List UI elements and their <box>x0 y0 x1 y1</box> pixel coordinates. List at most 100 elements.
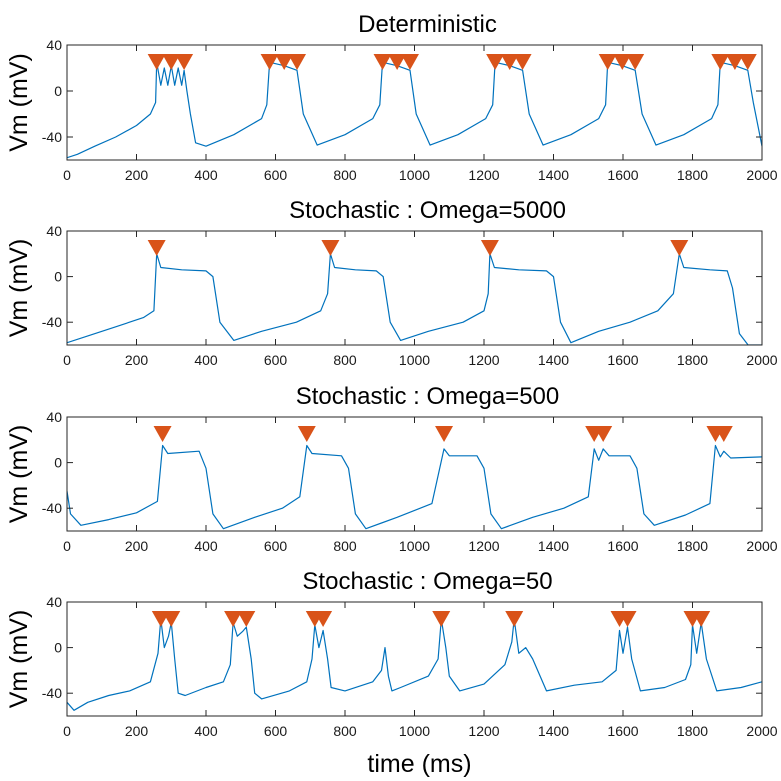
x-axis-label: time (ms) <box>367 750 471 778</box>
plot-area <box>66 416 763 532</box>
y-tick-label: -40 <box>42 685 62 701</box>
spike-marker <box>400 54 419 70</box>
x-tick-label: 1800 <box>677 352 708 368</box>
x-tick-label: 400 <box>194 723 218 739</box>
x-tick-label: 1200 <box>468 538 499 554</box>
y-tick-label: 40 <box>46 409 62 425</box>
voltage-trace <box>67 253 762 345</box>
voltage-trace <box>67 61 762 159</box>
spike-marker <box>162 611 181 627</box>
x-tick-label: 1000 <box>399 538 430 554</box>
y-axis-label: Vm (mV) <box>5 239 33 338</box>
spike-marker <box>321 240 340 256</box>
spike-marker <box>388 54 407 70</box>
chart-title: Stochastic : Omega=50 <box>302 568 552 595</box>
x-tick-label: 800 <box>333 723 357 739</box>
plot-area <box>66 230 763 346</box>
x-tick-label: 1000 <box>399 723 430 739</box>
x-tick-label: 1800 <box>677 723 708 739</box>
spike-marker <box>692 611 711 627</box>
spike-marker <box>314 611 333 627</box>
x-tick-label: 0 <box>63 723 71 739</box>
spike-marker <box>711 54 730 70</box>
y-tick-label: 0 <box>54 83 62 99</box>
spike-marker <box>513 54 532 70</box>
x-tick-label: 1000 <box>399 167 430 183</box>
x-tick-label: 2000 <box>746 167 777 183</box>
spike-marker <box>594 426 613 442</box>
spike-marker <box>505 611 524 627</box>
spike-marker <box>288 54 307 70</box>
spike-marker <box>480 240 499 256</box>
y-tick-label: -40 <box>42 129 62 145</box>
y-tick-label: 0 <box>54 455 62 471</box>
x-tick-label: 2000 <box>746 352 777 368</box>
x-tick-label: 1600 <box>607 352 638 368</box>
x-tick-label: 1200 <box>468 167 499 183</box>
x-tick-label: 0 <box>63 167 71 183</box>
x-tick-label: 1400 <box>538 538 569 554</box>
chart-title: Stochastic : Omega=5000 <box>289 197 566 224</box>
spike-marker <box>237 611 256 627</box>
spike-marker <box>613 54 632 70</box>
x-tick-label: 800 <box>333 167 357 183</box>
x-tick-label: 400 <box>194 538 218 554</box>
x-tick-label: 0 <box>63 352 71 368</box>
voltage-trace <box>67 444 762 530</box>
spike-marker <box>598 54 617 70</box>
spike-marker <box>162 54 181 70</box>
spike-marker <box>435 426 454 442</box>
y-axis-label: Vm (mV) <box>5 425 33 524</box>
spike-marker <box>432 611 451 627</box>
spike-marker <box>738 54 757 70</box>
y-tick-label: -40 <box>42 314 62 330</box>
x-tick-label: 1600 <box>607 538 638 554</box>
spike-marker <box>297 426 316 442</box>
x-tick-label: 200 <box>125 723 149 739</box>
y-tick-label: 40 <box>46 594 62 610</box>
spike-marker <box>670 240 689 256</box>
spike-marker <box>260 54 279 70</box>
x-tick-label: 1000 <box>399 352 430 368</box>
x-tick-label: 1400 <box>538 723 569 739</box>
x-tick-label: 200 <box>125 538 149 554</box>
y-tick-label: 0 <box>54 269 62 285</box>
x-tick-label: 2000 <box>746 723 777 739</box>
y-tick-label: 40 <box>46 223 62 239</box>
x-tick-label: 400 <box>194 167 218 183</box>
chart-panel-4: Stochastic : Omega=50 Vm (mV) time (ms) 0 20… <box>5 568 778 778</box>
spike-marker <box>618 611 637 627</box>
x-tick-label: 800 <box>333 352 357 368</box>
spike-marker <box>373 54 392 70</box>
x-tick-label: 1200 <box>468 723 499 739</box>
spike-marker <box>725 54 744 70</box>
x-tick-label: 200 <box>125 352 149 368</box>
y-tick-label: 40 <box>46 37 62 53</box>
voltage-trace <box>67 618 762 711</box>
x-tick-label: 1600 <box>607 723 638 739</box>
x-tick-label: 600 <box>264 167 288 183</box>
x-tick-label: 600 <box>264 723 288 739</box>
x-tick-label: 1200 <box>468 352 499 368</box>
x-tick-label: 1400 <box>538 352 569 368</box>
x-tick-label: 1800 <box>677 538 708 554</box>
spike-marker <box>500 54 519 70</box>
spike-marker <box>224 611 243 627</box>
y-axis-label: Vm (mV) <box>5 610 33 709</box>
y-axis-label: Vm (mV) <box>5 53 33 152</box>
spike-marker <box>626 54 645 70</box>
x-tick-label: 1600 <box>607 167 638 183</box>
spike-marker <box>153 426 172 442</box>
x-tick-label: 600 <box>264 538 288 554</box>
x-tick-label: 800 <box>333 538 357 554</box>
spike-marker <box>714 426 733 442</box>
y-tick-label: -40 <box>42 500 62 516</box>
y-tick-label: 0 <box>54 640 62 656</box>
spike-marker <box>147 54 166 70</box>
chart-title: Deterministic <box>358 11 497 38</box>
x-tick-label: 400 <box>194 352 218 368</box>
spike-marker <box>275 54 294 70</box>
